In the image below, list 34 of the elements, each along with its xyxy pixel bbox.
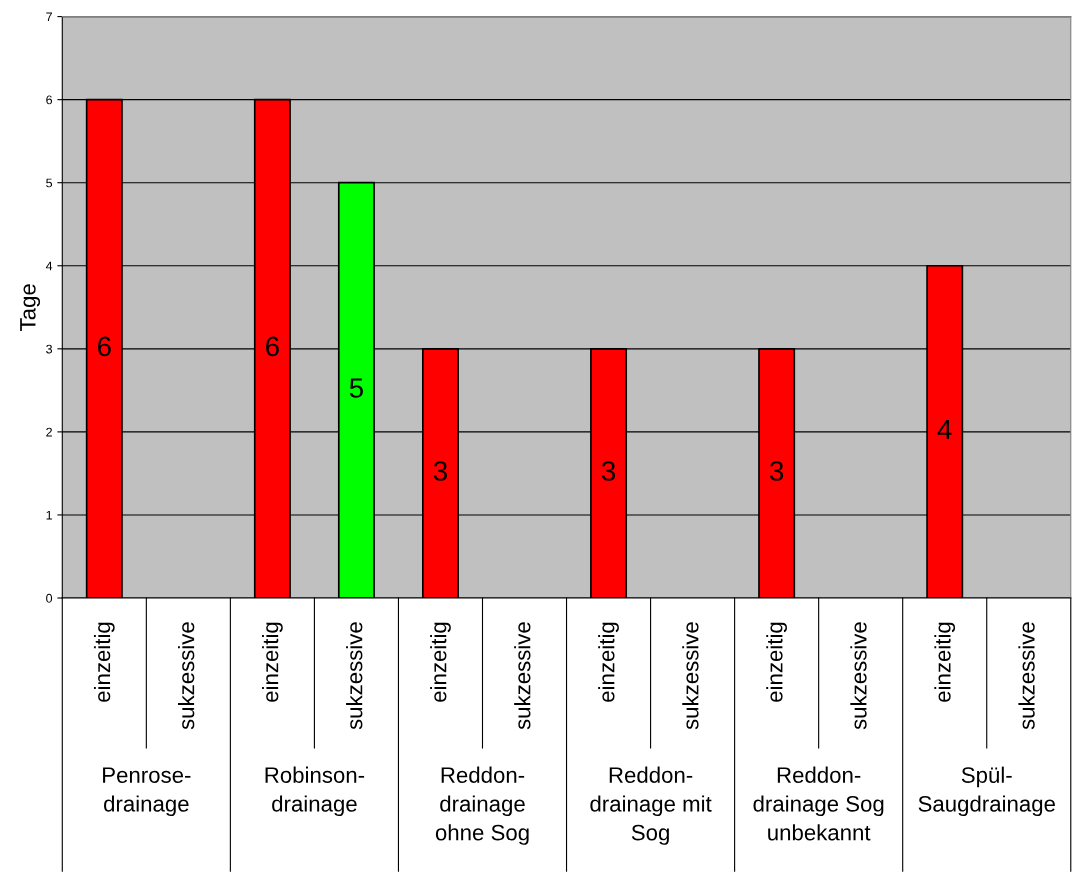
data-label: 3 bbox=[769, 461, 784, 481]
text: Penrose- drainage bbox=[103, 767, 191, 817]
y-tick-label: 2 bbox=[46, 427, 52, 437]
y-tick-label: 4 bbox=[45, 261, 53, 271]
text: Reddon- drainage ohne Sog bbox=[435, 766, 529, 845]
x-tick-label: sukzessive bbox=[850, 622, 867, 730]
x-tick-label: sukzessive bbox=[682, 622, 699, 730]
data-label: 6 bbox=[266, 336, 279, 357]
x-tick-label: einzeitig bbox=[598, 622, 619, 702]
x-tick-label: einzeitig bbox=[262, 622, 283, 702]
x-tick-label: einzeitig bbox=[93, 622, 115, 702]
x-tick-label: sukzessive bbox=[178, 622, 195, 730]
data-label: 6 bbox=[98, 336, 111, 357]
text: Reddon- drainage Sog unbekannt bbox=[753, 766, 884, 841]
y-tick-label: 5 bbox=[46, 178, 53, 188]
data-label: 3 bbox=[601, 461, 616, 481]
text: Reddon- drainage mit Sog bbox=[590, 766, 712, 845]
text: Robinson- drainage bbox=[265, 766, 365, 817]
x-tick-label: einzeitig bbox=[430, 622, 451, 702]
text: Spül- Saugdrainage bbox=[918, 766, 1055, 817]
y-tick-label: 1 bbox=[46, 510, 52, 520]
x-tick-label: sukzessive bbox=[346, 622, 363, 730]
y-tick-label: 6 bbox=[46, 95, 53, 105]
x-tick-label: sukzessive bbox=[1018, 622, 1035, 730]
x-tick-label: einzeitig bbox=[934, 622, 956, 702]
data-label: 4 bbox=[937, 419, 952, 440]
y-axis-title: Tage bbox=[20, 284, 41, 331]
data-label: 5 bbox=[349, 378, 363, 398]
y-tick-label: 0 bbox=[46, 593, 53, 603]
x-tick-label: sukzessive bbox=[514, 622, 531, 730]
y-tick-label: 3 bbox=[46, 344, 53, 354]
y-tick-label: 7 bbox=[46, 12, 52, 22]
data-label: 3 bbox=[433, 461, 447, 481]
x-tick-label: einzeitig bbox=[766, 622, 787, 702]
